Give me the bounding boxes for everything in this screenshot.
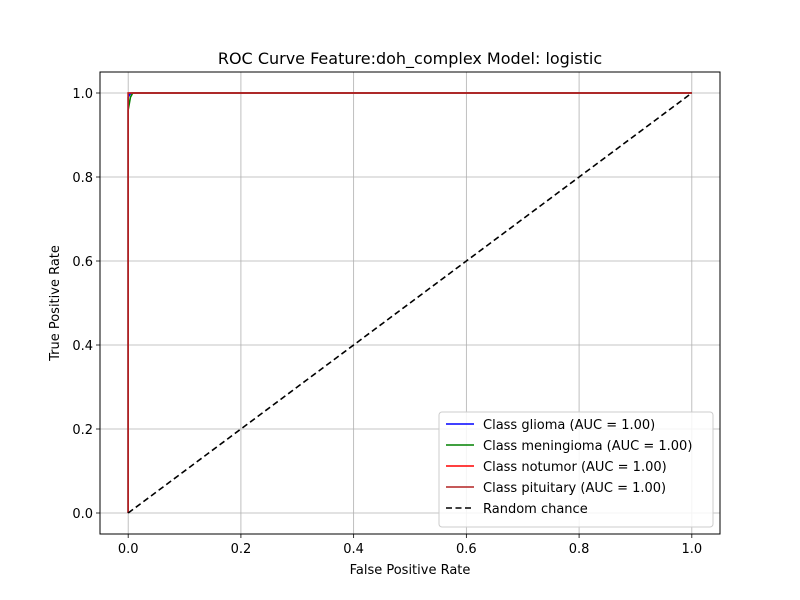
chart-title: ROC Curve Feature:doh_complex Model: log… bbox=[218, 49, 602, 69]
plot-frame bbox=[99, 71, 721, 535]
y-tick-label: 0.6 bbox=[72, 255, 93, 270]
legend-label: Random chance bbox=[483, 502, 588, 517]
legend-label: Class glioma (AUC = 1.00) bbox=[483, 418, 655, 433]
x-tick-label: 1.0 bbox=[681, 542, 702, 557]
x-tick-label: 0.0 bbox=[118, 542, 139, 557]
legend-label: Class meningioma (AUC = 1.00) bbox=[483, 439, 692, 454]
y-tick-label: 0.4 bbox=[72, 339, 93, 354]
y-tick-label: 0.8 bbox=[72, 171, 93, 186]
y-tick-label: 1.0 bbox=[72, 87, 93, 102]
axis-ticks: 0.0 0.2 0.4 0.6 0.8 1.0 0.0 0.2 0.4 0.6 0.8 1.0 bbox=[72, 87, 702, 557]
series-lines bbox=[127, 92, 693, 514]
x-tick-label: 0.8 bbox=[569, 542, 590, 557]
x-tick-label: 0.4 bbox=[343, 542, 364, 557]
y-tick-label: 0.0 bbox=[72, 507, 93, 522]
x-tick-label: 0.2 bbox=[231, 542, 252, 557]
legend-label: Class notumor (AUC = 1.00) bbox=[483, 460, 667, 475]
x-tick-label: 0.6 bbox=[456, 542, 477, 557]
y-tick-label: 0.2 bbox=[72, 423, 93, 438]
y-axis-label: True Positive Rate bbox=[48, 245, 63, 362]
x-axis-label: False Positive Rate bbox=[350, 563, 471, 578]
legend: Class glioma (AUC = 1.00) Class meningiom… bbox=[438, 411, 714, 528]
legend-label: Class pituitary (AUC = 1.00) bbox=[483, 481, 666, 496]
series-line bbox=[127, 92, 693, 514]
series-line bbox=[127, 92, 692, 513]
legend-box bbox=[438, 411, 714, 528]
